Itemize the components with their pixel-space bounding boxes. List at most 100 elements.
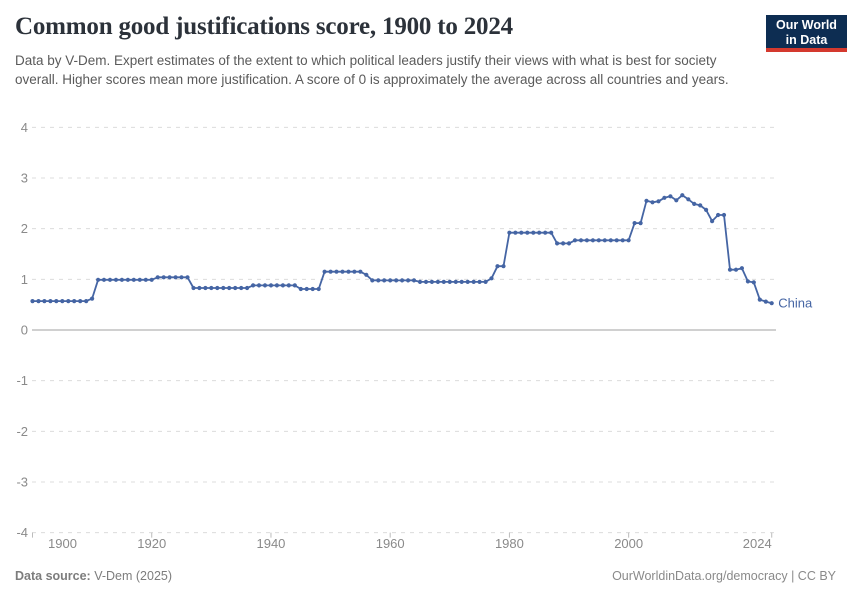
data-point[interactable] (632, 221, 637, 226)
data-point[interactable] (733, 267, 739, 272)
china-line-points[interactable] (30, 193, 774, 306)
data-point[interactable] (286, 283, 291, 288)
data-point[interactable] (239, 285, 244, 291)
data-point[interactable] (179, 275, 184, 280)
data-point[interactable] (161, 275, 166, 280)
data-point[interactable] (60, 299, 65, 304)
data-point[interactable] (650, 200, 655, 205)
data-point[interactable] (584, 238, 590, 243)
data-point[interactable] (578, 238, 584, 243)
data-point[interactable] (268, 283, 274, 288)
data-point[interactable] (406, 278, 411, 283)
data-point[interactable] (382, 278, 387, 283)
data-point[interactable] (155, 275, 160, 280)
data-point[interactable] (328, 269, 333, 274)
data-point[interactable] (251, 283, 256, 288)
data-point[interactable] (274, 283, 279, 288)
data-point[interactable] (346, 269, 351, 274)
data-point[interactable] (417, 279, 423, 284)
data-point[interactable] (459, 279, 464, 284)
data-point[interactable] (751, 280, 756, 285)
china-line[interactable] (31, 194, 773, 305)
data-point[interactable] (525, 230, 530, 235)
data-point[interactable] (316, 286, 321, 292)
data-point[interactable] (429, 279, 434, 284)
data-point[interactable] (215, 285, 220, 291)
data-point[interactable] (227, 285, 232, 291)
data-point[interactable] (310, 286, 315, 292)
data-point[interactable] (543, 230, 548, 235)
data-point[interactable] (471, 279, 476, 284)
data-point[interactable] (447, 279, 452, 284)
data-point[interactable] (400, 278, 405, 283)
data-point[interactable] (256, 283, 262, 288)
data-point[interactable] (662, 195, 667, 200)
data-point[interactable] (72, 299, 77, 304)
data-point[interactable] (125, 277, 130, 282)
data-point[interactable] (435, 279, 440, 284)
data-point[interactable] (692, 201, 697, 206)
data-point[interactable] (197, 285, 202, 291)
data-point[interactable] (376, 278, 381, 283)
data-point[interactable] (394, 278, 399, 283)
data-point[interactable] (66, 299, 71, 304)
data-point[interactable] (42, 299, 47, 304)
data-point[interactable] (143, 277, 148, 282)
data-point[interactable] (757, 297, 762, 302)
data-point[interactable] (78, 299, 83, 304)
data-point[interactable] (590, 238, 596, 243)
data-point[interactable] (561, 241, 566, 246)
data-point[interactable] (304, 286, 309, 292)
data-point[interactable] (352, 269, 357, 274)
data-point[interactable] (280, 283, 285, 288)
data-point[interactable] (423, 279, 429, 284)
data-point[interactable] (453, 279, 458, 284)
data-point[interactable] (739, 266, 745, 271)
data-point[interactable] (221, 285, 226, 291)
data-point[interactable] (620, 238, 625, 243)
data-point[interactable] (710, 219, 715, 224)
data-point[interactable] (334, 269, 339, 274)
data-point[interactable] (465, 279, 470, 284)
data-point[interactable] (203, 285, 208, 291)
data-point[interactable] (644, 198, 649, 203)
data-point[interactable] (322, 269, 327, 274)
data-point[interactable] (727, 267, 733, 272)
data-point[interactable] (209, 285, 214, 291)
data-point[interactable] (84, 299, 89, 304)
data-point[interactable] (292, 283, 297, 288)
data-point[interactable] (113, 277, 119, 282)
data-point[interactable] (763, 299, 768, 304)
data-point[interactable] (101, 277, 107, 282)
data-point[interactable] (364, 272, 369, 277)
data-point[interactable] (555, 241, 560, 246)
data-point[interactable] (411, 278, 417, 283)
data-point[interactable] (90, 296, 95, 301)
data-point[interactable] (298, 286, 303, 292)
data-point[interactable] (572, 238, 578, 243)
data-point[interactable] (698, 203, 703, 208)
data-point[interactable] (501, 264, 506, 269)
data-point[interactable] (519, 230, 524, 235)
data-point[interactable] (537, 230, 542, 235)
data-point[interactable] (48, 299, 53, 304)
data-point[interactable] (745, 279, 751, 284)
data-point[interactable] (686, 197, 691, 202)
data-point[interactable] (173, 275, 178, 280)
data-point[interactable] (477, 279, 482, 284)
data-point[interactable] (626, 238, 631, 243)
data-point[interactable] (489, 276, 494, 281)
data-point[interactable] (167, 275, 172, 280)
data-point[interactable] (656, 199, 661, 204)
data-point[interactable] (668, 194, 673, 199)
data-point[interactable] (233, 285, 238, 291)
data-point[interactable] (495, 264, 500, 269)
data-point[interactable] (531, 230, 536, 235)
data-point[interactable] (54, 299, 59, 304)
data-point[interactable] (340, 269, 345, 274)
data-point[interactable] (358, 269, 363, 274)
data-point[interactable] (638, 221, 643, 226)
data-point[interactable] (262, 283, 268, 288)
data-point[interactable] (388, 278, 393, 283)
data-point[interactable] (185, 275, 190, 280)
